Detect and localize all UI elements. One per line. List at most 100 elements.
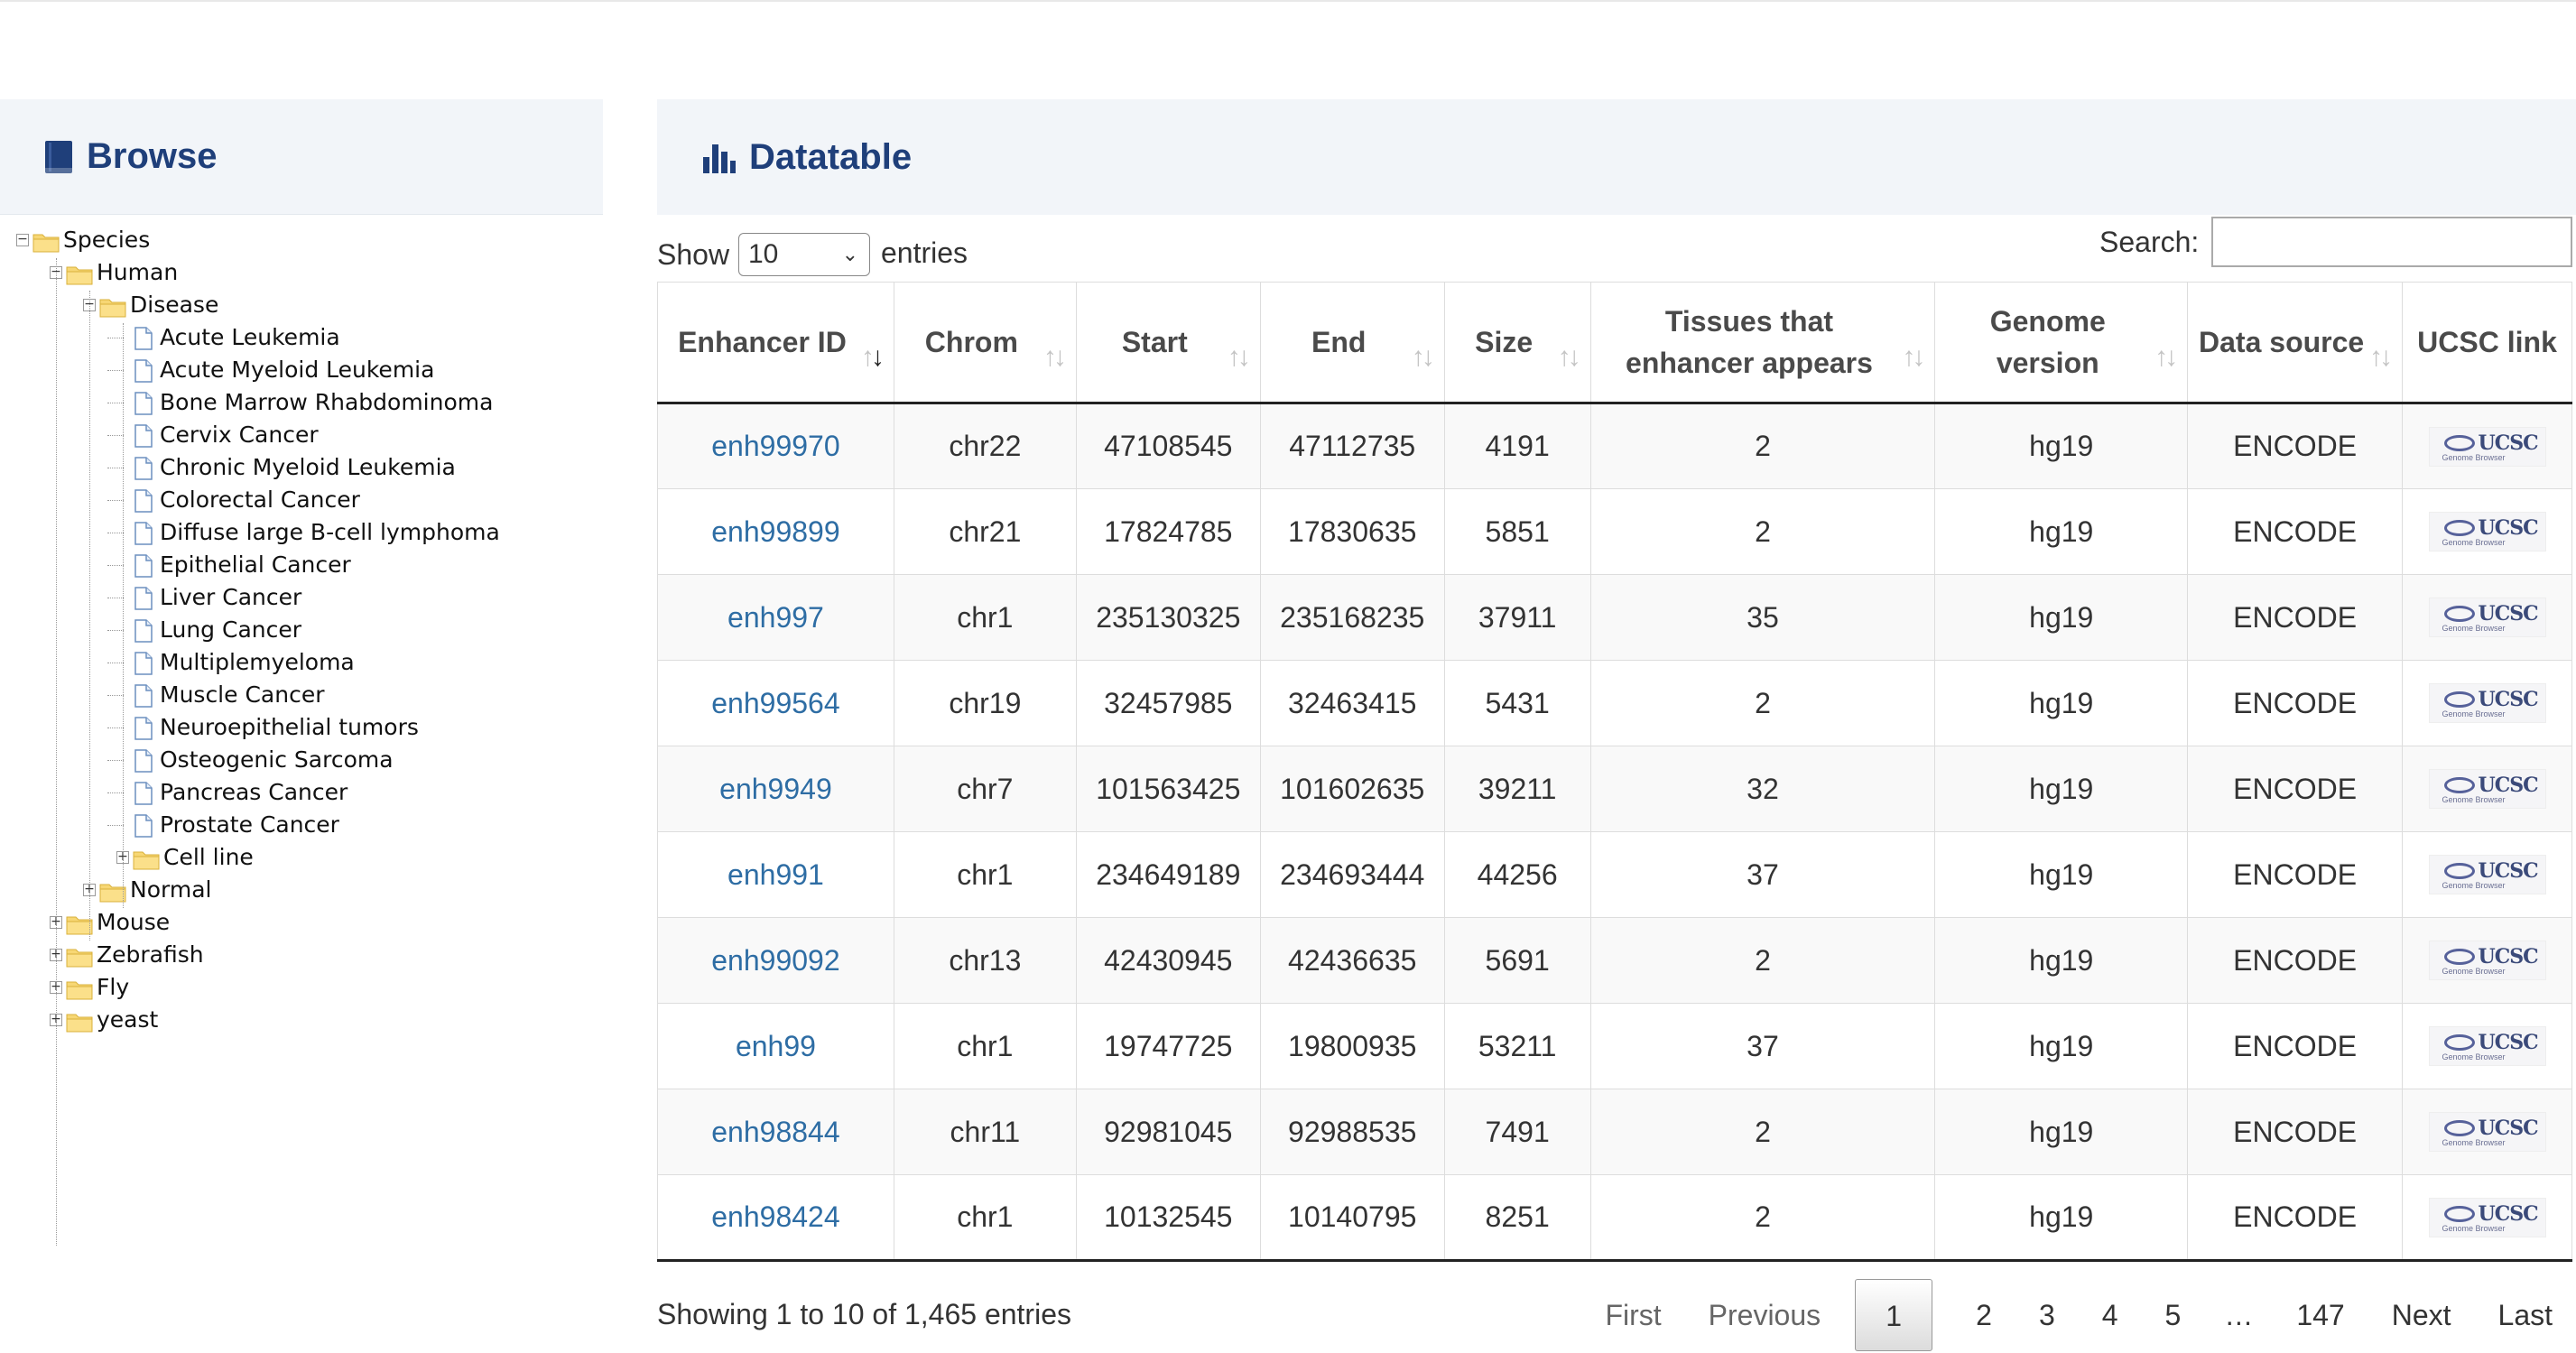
column-header[interactable]: Enhancer ID ↑↓ [657,282,894,404]
tree-leaf-node[interactable]: Acute Leukemia [0,321,603,354]
sort-icon[interactable]: ↑↓ [1227,342,1251,372]
tree-node-label[interactable]: Human [97,259,179,285]
tree-node-label[interactable]: Chronic Myeloid Leukemia [160,454,456,480]
page-button[interactable]: 4 [2101,1299,2118,1331]
tree-node-label[interactable]: Normal [130,876,212,903]
tree-node-label[interactable]: Multiplemyeloma [160,649,355,675]
tree-leaf-node[interactable]: Acute Myeloid Leukemia [0,354,603,386]
tree-leaf-node[interactable]: Neuroepithelial tumors [0,711,603,744]
tree-node-label[interactable]: yeast [97,1006,159,1033]
tree-node-label[interactable]: Prostate Cancer [160,811,339,838]
ucsc-browser-link[interactable]: UCSC Genome Browser [2428,1026,2546,1066]
ucsc-browser-link[interactable]: UCSC Genome Browser [2428,769,2546,809]
tree-folder-node[interactable]: + Cell line [0,841,603,874]
previous-page-button[interactable]: Previous [1708,1299,1821,1331]
enhancer-id-link[interactable]: enh997 [727,600,824,634]
datatable-title: Datatable [749,136,913,177]
tree-node-label[interactable]: Species [63,227,151,253]
tree-folder-node[interactable]: + Fly [0,971,603,1004]
tree-folder-node[interactable]: + Normal [0,874,603,906]
column-header[interactable]: Chrom ↑↓ [893,282,1077,404]
tree-leaf-node[interactable]: Bone Marrow Rhabdominoma [0,386,603,419]
ucsc-browser-link[interactable]: UCSC Genome Browser [2428,855,2546,894]
tree-leaf-node[interactable]: Epithelial Cancer [0,549,603,581]
collapse-icon[interactable]: − [16,232,29,246]
page-button[interactable]: 5 [2164,1299,2182,1331]
tree-node-label[interactable]: Pancreas Cancer [160,779,348,805]
sort-icon[interactable]: ↑↓ [2154,342,2178,372]
tree-folder-node[interactable]: + Zebrafish [0,939,603,971]
enhancer-id-link[interactable]: enh9949 [719,772,832,805]
tree-node-label[interactable]: Acute Leukemia [160,324,340,350]
tree-node-label[interactable]: Cell line [163,844,254,870]
tree-node-label[interactable]: Fly [97,974,130,1000]
ucsc-browser-link[interactable]: UCSC Genome Browser [2428,512,2546,551]
tree-node-label[interactable]: Epithelial Cancer [160,551,351,578]
enhancer-id-link[interactable]: enh99 [735,1029,816,1062]
enhancer-id-link[interactable]: enh98844 [711,1115,840,1148]
ucsc-browser-link[interactable]: UCSC Genome Browser [2428,1197,2546,1237]
first-page-button[interactable]: First [1605,1299,1662,1331]
column-header[interactable]: Genome version ↑↓ [1934,282,2188,404]
tree-leaf-node[interactable]: Cervix Cancer [0,419,603,451]
enhancer-id-link[interactable]: enh99970 [711,430,840,462]
enhancer-id-link[interactable]: enh99092 [711,943,840,977]
next-page-button[interactable]: Next [2391,1299,2451,1331]
tree-leaf-node[interactable]: Chronic Myeloid Leukemia [0,451,603,484]
tree-node-label[interactable]: Bone Marrow Rhabdominoma [160,389,494,415]
sort-icon[interactable]: ↑↓ [860,342,885,372]
tree-node-label[interactable]: Zebrafish [97,941,204,968]
tree-folder-node[interactable]: − Disease [0,289,603,321]
ucsc-browser-link[interactable]: UCSC Genome Browser [2428,598,2546,637]
sort-icon[interactable]: ↑↓ [1902,342,1925,372]
enhancer-id-link[interactable]: enh98424 [711,1200,840,1233]
tree-leaf-node[interactable]: Multiplemyeloma [0,646,603,679]
page-length-select[interactable]: 10 ⌄ [738,233,870,276]
tree-folder-node[interactable]: + yeast [0,1004,603,1036]
column-header[interactable]: Data source ↑↓ [2187,282,2403,404]
tree-node-label[interactable]: Osteogenic Sarcoma [160,746,394,773]
tree-leaf-node[interactable]: Liver Cancer [0,581,603,614]
tree-folder-node[interactable]: − Species [0,224,603,256]
tree-folder-node[interactable]: − Human [0,256,603,289]
page-button-last-number[interactable]: 147 [2296,1299,2345,1331]
tree-leaf-node[interactable]: Colorectal Cancer [0,484,603,516]
ucsc-browser-link[interactable]: UCSC Genome Browser [2428,941,2546,980]
last-page-button[interactable]: Last [2497,1299,2553,1331]
enhancer-id-link[interactable]: enh99564 [711,686,840,719]
enhancer-id-link[interactable]: enh99899 [711,514,840,548]
tree-leaf-node[interactable]: Lung Cancer [0,614,603,646]
ucsc-browser-link[interactable]: UCSC Genome Browser [2428,1112,2546,1152]
tree-node-label[interactable]: Liver Cancer [160,584,302,610]
tree-folder-node[interactable]: + Mouse [0,906,603,939]
tree-node-label[interactable]: Acute Myeloid Leukemia [160,357,435,383]
tree-node-label[interactable]: Muscle Cancer [160,681,325,708]
sort-icon[interactable]: ↑↓ [2369,342,2393,372]
tree-leaf-node[interactable]: Pancreas Cancer [0,776,603,809]
tree-node-label[interactable]: Lung Cancer [160,616,302,643]
column-header[interactable]: Size ↑↓ [1443,282,1591,404]
tree-node-label[interactable]: Neuroepithelial tumors [160,714,419,740]
tree-node-label[interactable]: Disease [130,292,219,318]
sort-icon[interactable]: ↑↓ [1411,342,1435,372]
ucsc-browser-link[interactable]: UCSC Genome Browser [2428,426,2546,467]
column-header[interactable]: Tissues that enhancer appears ↑↓ [1589,282,1935,404]
enhancer-id-link[interactable]: enh991 [727,857,824,891]
tree-node-label[interactable]: Cervix Cancer [160,422,319,448]
search-input[interactable] [2211,217,2572,267]
tree-leaf-node[interactable]: Prostate Cancer [0,809,603,841]
tree-node-label[interactable]: Diffuse large B-cell lymphoma [160,519,500,545]
tree-node-label[interactable]: Colorectal Cancer [160,487,360,513]
current-page-button[interactable]: 1 [1855,1279,1933,1351]
column-header[interactable]: Start ↑↓ [1075,282,1261,404]
page-button[interactable]: 3 [2038,1299,2055,1331]
tree-leaf-node[interactable]: Muscle Cancer [0,679,603,711]
sort-icon[interactable]: ↑↓ [1042,342,1067,372]
sort-icon[interactable]: ↑↓ [1557,342,1581,372]
tree-leaf-node[interactable]: Diffuse large B-cell lymphoma [0,516,603,549]
ucsc-browser-link[interactable]: UCSC Genome Browser [2428,683,2546,723]
column-header[interactable]: End ↑↓ [1259,282,1445,404]
tree-node-label[interactable]: Mouse [97,909,171,935]
page-button[interactable]: 2 [1976,1299,1992,1331]
tree-leaf-node[interactable]: Osteogenic Sarcoma [0,744,603,776]
